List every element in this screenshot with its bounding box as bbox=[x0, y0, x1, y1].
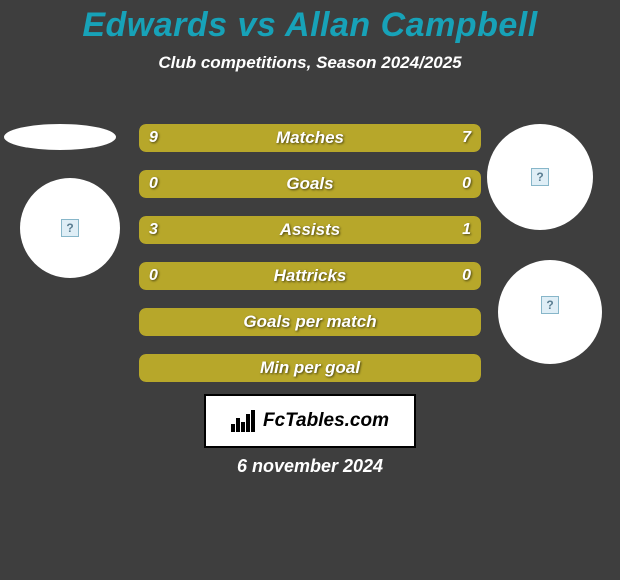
decorative-ellipse bbox=[4, 124, 116, 150]
stat-row: Hattricks0 0 bbox=[139, 262, 481, 290]
stat-label: Goals per match bbox=[139, 308, 481, 336]
stat-value-right: 7 bbox=[462, 124, 471, 152]
brand-text: FcTables.com bbox=[263, 410, 389, 432]
page-title: Edwards vs Allan Campbell bbox=[0, 0, 620, 45]
stat-label: Min per goal bbox=[139, 354, 481, 382]
stat-row: Assists3 1 bbox=[139, 216, 481, 244]
stat-value-right: 0 bbox=[462, 170, 471, 198]
player1-name: Edwards bbox=[82, 6, 227, 44]
placeholder-icon: ? bbox=[541, 296, 559, 314]
stat-row: Goals0 0 bbox=[139, 170, 481, 198]
brand-logo-icon bbox=[231, 410, 257, 432]
stat-row: Goals per match bbox=[139, 308, 481, 336]
placeholder-icon: ? bbox=[531, 168, 549, 186]
stat-value-right: 0 bbox=[462, 262, 471, 290]
stat-value-left: 0 bbox=[149, 262, 158, 290]
club-badge-placeholder: ? bbox=[498, 260, 602, 364]
vs-label: vs bbox=[238, 6, 277, 44]
stat-row: Min per goal bbox=[139, 354, 481, 382]
stat-label: Matches bbox=[139, 124, 481, 152]
stat-label: Assists bbox=[139, 216, 481, 244]
comparison-chart: Matches97Goals00Assists31Hattricks00Goal… bbox=[139, 124, 481, 400]
stat-value-left: 0 bbox=[149, 170, 158, 198]
stat-value-left: 9 bbox=[149, 124, 158, 152]
player1-avatar-placeholder: ? bbox=[20, 178, 120, 278]
placeholder-icon: ? bbox=[61, 219, 79, 237]
player2-name: Allan Campbell bbox=[285, 6, 538, 44]
stat-value-right: 1 bbox=[462, 216, 471, 244]
stat-label: Hattricks bbox=[139, 262, 481, 290]
subtitle: Club competitions, Season 2024/2025 bbox=[0, 53, 620, 73]
stat-label: Goals bbox=[139, 170, 481, 198]
brand-box: FcTables.com bbox=[204, 394, 416, 448]
player2-avatar-placeholder: ? bbox=[487, 124, 593, 230]
stat-row: Matches9 7 bbox=[139, 124, 481, 152]
stat-value-left: 3 bbox=[149, 216, 158, 244]
date-label: 6 november 2024 bbox=[0, 456, 620, 477]
